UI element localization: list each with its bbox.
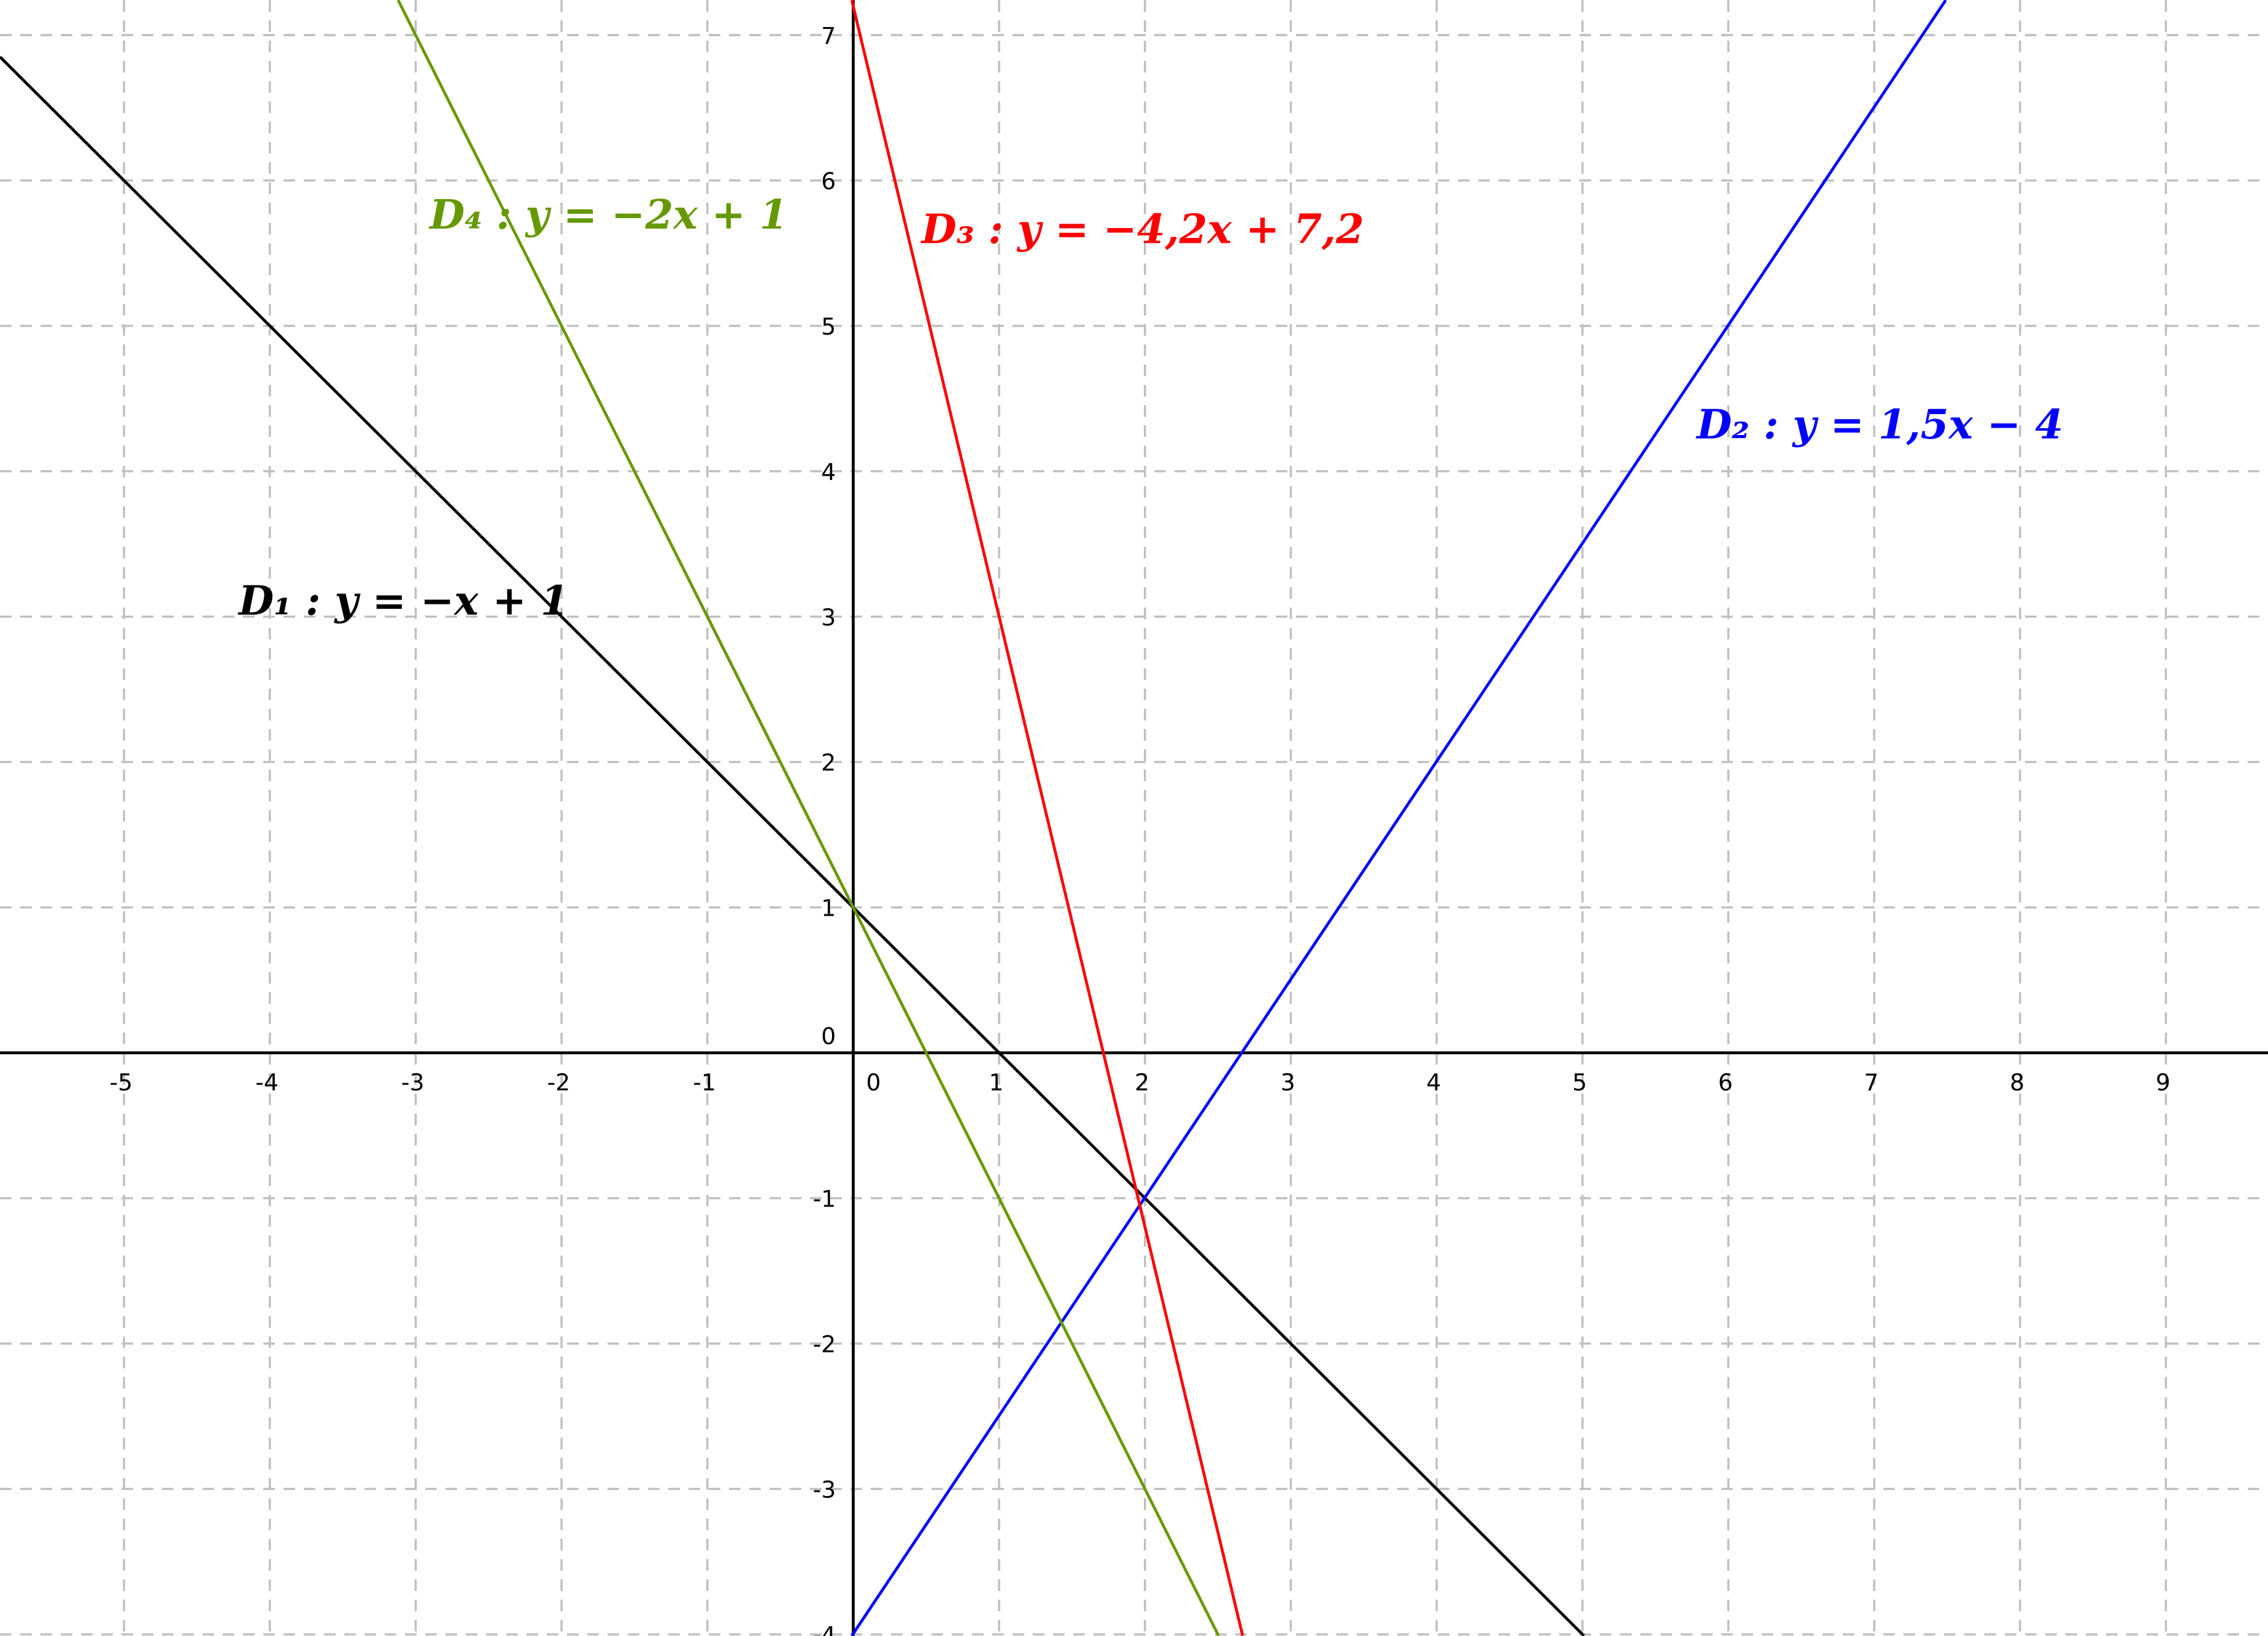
x-tick-label: -1 [693,1069,716,1096]
line-label: D₃ : y = −4,2x + 7,2 [920,206,1364,253]
x-tick-label: 9 [2156,1069,2171,1096]
y-tick-label: 2 [821,749,836,776]
labels: -5 -4 -3 -2 -1 0 1 2 3 4 5 6 7 8 9 -4 -3 -2 -1 0 1 2 3 4 5 6 7 D₁ :… [110,22,2171,1636]
x-tick-label: 1 [989,1069,1003,1096]
y-tick-label: 6 [821,168,836,195]
y-tick-label: 7 [821,22,836,49]
x-tick-label: -5 [110,1069,133,1096]
y-tick-label: 0 [821,1022,836,1049]
y-tick-label: 3 [821,604,836,631]
line [851,0,1947,1636]
y-tick-label: 1 [821,895,836,922]
x-tick-label: 0 [866,1069,881,1096]
line-label: D₂ : y = 1,5x − 4 [1695,401,2063,448]
y-tick-label: -3 [813,1476,836,1503]
x-tick-label: 2 [1135,1069,1149,1096]
x-tick-label: -3 [401,1069,424,1096]
x-tick-label: -2 [547,1069,570,1096]
x-tick-label: 8 [2010,1069,2025,1096]
line [850,0,1244,1636]
y-tick-label: -4 [813,1621,836,1636]
y-tick-label: -1 [813,1186,836,1213]
line-label: D₄ : y = −2x + 1 [428,191,788,238]
x-tick-label: 5 [1572,1069,1587,1096]
line [0,55,1585,1636]
x-tick-label: 6 [1718,1069,1733,1096]
x-tick-label: -4 [255,1069,278,1096]
y-tick-label: -2 [813,1331,836,1358]
y-tick-label: 5 [821,313,836,340]
x-tick-label: 3 [1281,1069,1295,1096]
x-tick-label: 4 [1426,1069,1441,1096]
lines [0,0,1947,1636]
y-tick-label: 4 [821,458,836,486]
x-tick-label: 7 [1864,1069,1878,1096]
line [396,0,1220,1636]
line-label: D₁ : y = −x + 1 [237,577,568,625]
